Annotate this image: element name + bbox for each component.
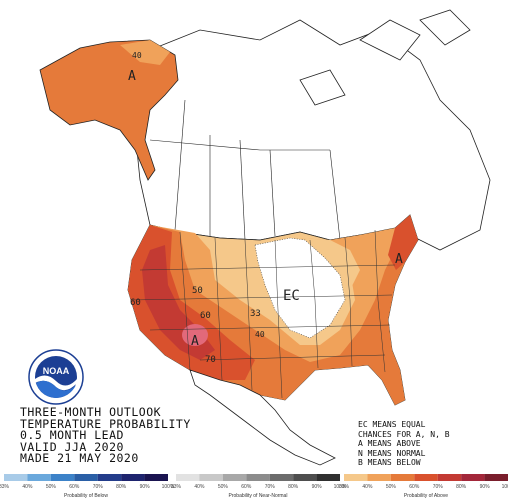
colorbar-normal-tick: 50% (218, 484, 229, 490)
colorbar-normal-caption: Probability of Near-Normal (229, 493, 288, 499)
colorbar-below-tick: 40% (22, 484, 33, 490)
alaska (39, 39, 179, 181)
colorbar-above-swatch (484, 474, 508, 481)
colorbar-normal-swatch (269, 474, 294, 481)
colorbar-below-tick: 70% (93, 484, 104, 490)
map-labels: A 40 60 50 A 60 70 33 EC 40 A (128, 51, 403, 365)
ohio-40-label: 40 (255, 330, 265, 339)
plains-33-label: 33 (250, 309, 261, 319)
colorbar-above-tick: 80% (456, 484, 467, 490)
northeast-a-label: A (395, 252, 403, 267)
southwest-60-label: 60 (200, 311, 211, 321)
colorbar-below-tick: 100% (162, 484, 175, 490)
legend-note: EC MEANS EQUAL CHANCES FOR A, N, B A MEA… (358, 420, 508, 468)
colorbar-above-swatch (461, 474, 485, 481)
colorbar-normal-tick: 40% (194, 484, 205, 490)
colorbar-above-swatch (344, 474, 368, 481)
title-line-2: TEMPERATURE PROBABILITY (20, 416, 191, 431)
colorbar-above: 33% 40% 50% 60% 70% 80% 90% 100% Probability of … (339, 474, 508, 499)
colorbar-above-tick: 40% (362, 484, 373, 490)
canada-outline (134, 9, 491, 251)
southwest-pink-core (182, 324, 208, 346)
colorbar-normal-tick: 90% (312, 484, 323, 490)
northeast-above-60 (388, 215, 418, 270)
alaska-a-label: A (128, 69, 136, 84)
colorbar-normal-tick: 33% (171, 484, 182, 490)
colorbar-above-tick: 33% (339, 484, 350, 490)
probability-colorbar: 33% 40% 50% 60% 70% 80% 90% 100% Probability of … (0, 474, 508, 499)
legend-note-line-1: EC MEANS EQUAL (358, 420, 426, 429)
colorbar-normal-swatch (176, 474, 200, 481)
colorbar-normal-tick: 60% (241, 484, 252, 490)
colorbar-below: 33% 40% 50% 60% 70% 80% 90% 100% Probability of … (0, 474, 175, 499)
title-line-5: MADE 21 MAY 2020 (20, 451, 139, 465)
colorbar-normal-swatch (293, 474, 317, 481)
title-block: THREE-MONTH OUTLOOK TEMPERATURE PROBABIL… (20, 405, 270, 465)
colorbar-normal-swatch (199, 474, 223, 481)
colorbar-above-swatch (390, 474, 415, 481)
southwest-70-label: 70 (205, 355, 216, 365)
alaska-above-50 (39, 39, 179, 181)
ec-label: EC (283, 288, 300, 304)
colorbar-below-tick: 80% (116, 484, 127, 490)
colorbar-below-swatch (50, 474, 75, 481)
title-line-4: VALID JJA 2020 (20, 439, 124, 454)
colorbar-normal-tick: 70% (265, 484, 276, 490)
colorbar-normal: 33% 40% 50% 60% 70% 80% 90% 100% Probability of … (171, 474, 347, 499)
colorbar-below-tick: 90% (140, 484, 151, 490)
colorbar-normal-swatch (246, 474, 270, 481)
ec-region (255, 238, 345, 338)
legend-note-line-5: B MEANS BELOW (358, 458, 421, 467)
southwest-a-label: A (191, 334, 199, 349)
colorbar-above-tick: 100% (502, 484, 508, 490)
title-line-3: 0.5 MONTH LEAD (20, 428, 124, 442)
colorbar-normal-swatch (316, 474, 340, 481)
west-50-label: 50 (192, 286, 203, 296)
colorbar-below-caption: Probability of Below (64, 493, 108, 499)
west-60-label: 60 (130, 298, 141, 308)
canada-province-lines (149, 99, 341, 241)
outlook-map: A 40 60 50 A 60 70 33 EC 40 A (39, 9, 491, 466)
noaa-logo: NOAA (28, 349, 84, 405)
colorbar-below-swatch (74, 474, 98, 481)
colorbar-above-tick: 50% (386, 484, 397, 490)
ec-boundary (254, 237, 346, 339)
title-line-1: THREE-MONTH OUTLOOK (20, 405, 162, 419)
colorbar-normal-swatch (222, 474, 247, 481)
colorbar-above-tick: 70% (433, 484, 444, 490)
colorbar-below-tick: 60% (69, 484, 80, 490)
colorbar-below-swatch (97, 474, 122, 481)
colorbar-above-tick: 90% (480, 484, 491, 490)
mexico-outline (189, 369, 336, 466)
colorbar-below-swatch (27, 474, 51, 481)
legend-note-line-2: CHANCES FOR A, N, B (358, 429, 450, 439)
alaska-contour-label: 40 (132, 51, 142, 60)
legend-note-line-4: N MEANS NORMAL (358, 448, 426, 458)
colorbar-below-tick: 33% (0, 484, 10, 490)
noaa-logo-text: NOAA (43, 366, 70, 376)
legend-note-line-3: A MEANS ABOVE (358, 439, 421, 448)
colorbar-above-swatch (367, 474, 391, 481)
colorbar-above-swatch (414, 474, 438, 481)
colorbar-normal-tick: 80% (288, 484, 299, 490)
state-lines (131, 229, 396, 399)
conus-regions (127, 214, 419, 406)
colorbar-above-caption: Probability of Above (404, 493, 448, 499)
alaska-above-40 (120, 40, 170, 65)
colorbar-below-tick: 50% (46, 484, 57, 490)
colorbar-below-swatch (144, 474, 168, 481)
colorbar-above-tick: 60% (409, 484, 420, 490)
colorbar-above-swatch (437, 474, 462, 481)
colorbar-below-swatch (4, 474, 28, 481)
colorbar-below-swatch (121, 474, 145, 481)
colorbar-normal-tick: 100% (334, 484, 347, 490)
greatlakes-above-33 (300, 238, 360, 290)
